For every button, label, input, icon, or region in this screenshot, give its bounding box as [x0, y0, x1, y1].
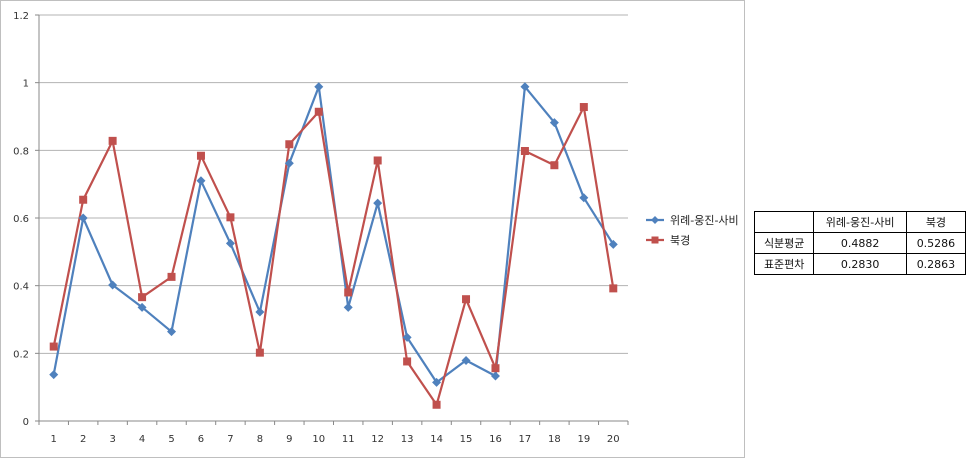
x-tick-label: 2	[80, 434, 86, 445]
table-cell: 0.5286	[905, 232, 966, 254]
data-point	[79, 195, 88, 204]
line-chart: 00.20.40.60.811.21 2 3 4 5 6 7 8 9 10 11 12 13 14 15 16…	[13, 11, 739, 445]
table-header-cell	[753, 211, 815, 233]
data-point	[285, 140, 294, 149]
y-tick-label: 1	[23, 79, 29, 90]
data-point	[314, 82, 324, 92]
data-point	[108, 136, 117, 145]
data-point	[490, 371, 500, 381]
data-point	[373, 198, 383, 208]
table-header-row: 위례-웅진-사비 북경	[753, 211, 966, 233]
data-point	[432, 377, 442, 387]
x-tick-label: 6	[198, 434, 204, 445]
data-point	[167, 272, 176, 281]
x-tick-label: 10	[312, 434, 325, 445]
data-point	[579, 103, 588, 112]
data-point	[343, 302, 353, 312]
data-point	[49, 342, 58, 351]
table-row: 표준편차 0.2830 0.2863	[753, 253, 966, 275]
data-point	[344, 288, 353, 297]
y-tick-label: 1.2	[13, 11, 29, 22]
table-cell: 0.2863	[905, 253, 966, 275]
x-tick-label: 5	[168, 434, 174, 445]
data-point	[461, 355, 471, 365]
y-tick-label: 0.6	[13, 214, 29, 225]
y-tick-label: 0.4	[13, 282, 29, 293]
x-tick-label: 3	[109, 434, 115, 445]
data-point	[225, 238, 235, 248]
table-row-label: 식분평균	[753, 232, 815, 254]
x-tick-label: 11	[342, 434, 355, 445]
y-tick-label: 0.2	[13, 349, 29, 360]
x-tick-label: 20	[607, 434, 620, 445]
series-line-2	[52, 105, 615, 406]
chart-area: 0 0.2 0.4 0.6 0.8 1 1.2 1 2 3 4 5 6 7 8 9 10 11 12 13 14 15 16…	[0, 0, 745, 458]
legend-marker	[651, 236, 659, 244]
data-point	[137, 302, 147, 312]
table-row: 식분평균 0.4882 0.5286	[753, 232, 966, 254]
data-point	[549, 118, 559, 128]
x-tick-label: 8	[257, 434, 263, 445]
y-tick-label: 0	[23, 417, 29, 428]
data-point	[255, 307, 265, 317]
data-point	[491, 364, 500, 373]
stats-table: 위례-웅진-사비 북경 식분평균 0.4882 0.5286 표준편차 0.28…	[753, 211, 966, 275]
x-tick-label: 1	[51, 434, 57, 445]
legend-label: 위례-웅진-사비	[670, 214, 739, 227]
data-point	[432, 400, 441, 409]
x-tick-label: 9	[286, 434, 292, 445]
data-point	[138, 293, 147, 302]
y-tick-label: 0.8	[13, 146, 29, 157]
data-point	[579, 193, 589, 203]
x-tick-label: 4	[139, 434, 145, 445]
data-point	[550, 161, 559, 170]
data-point	[520, 147, 529, 156]
data-point	[314, 107, 323, 116]
data-point	[520, 82, 530, 92]
data-point	[49, 370, 59, 380]
data-point	[167, 327, 177, 337]
x-tick-label: 12	[371, 434, 384, 445]
legend-label: 북경	[670, 234, 690, 247]
data-point	[403, 357, 412, 366]
table-row-label: 표준편차	[753, 253, 815, 275]
series-line-1	[52, 85, 615, 384]
x-tick-label: 14	[430, 434, 443, 445]
data-point	[462, 295, 471, 304]
table-header-cell: 위례-웅진-사비	[813, 211, 907, 233]
data-point	[226, 213, 235, 222]
data-point	[608, 239, 618, 249]
data-point	[78, 213, 88, 223]
data-point	[373, 156, 382, 165]
x-tick-label: 13	[401, 434, 414, 445]
legend-marker	[651, 216, 659, 224]
data-point	[609, 284, 618, 293]
data-point	[284, 158, 294, 168]
data-point	[196, 176, 206, 186]
table-cell: 0.4882	[813, 232, 907, 254]
x-tick-label: 18	[548, 434, 561, 445]
x-tick-label: 16	[489, 434, 502, 445]
data-point	[402, 332, 412, 342]
data-point	[255, 348, 264, 357]
table-header-cell: 북경	[905, 211, 966, 233]
x-tick-label: 19	[577, 434, 590, 445]
x-tick-label: 15	[460, 434, 473, 445]
x-tick-label: 17	[519, 434, 532, 445]
data-point	[196, 151, 205, 160]
x-tick-label: 7	[227, 434, 233, 445]
data-point	[108, 280, 118, 290]
table-cell: 0.2830	[813, 253, 907, 275]
